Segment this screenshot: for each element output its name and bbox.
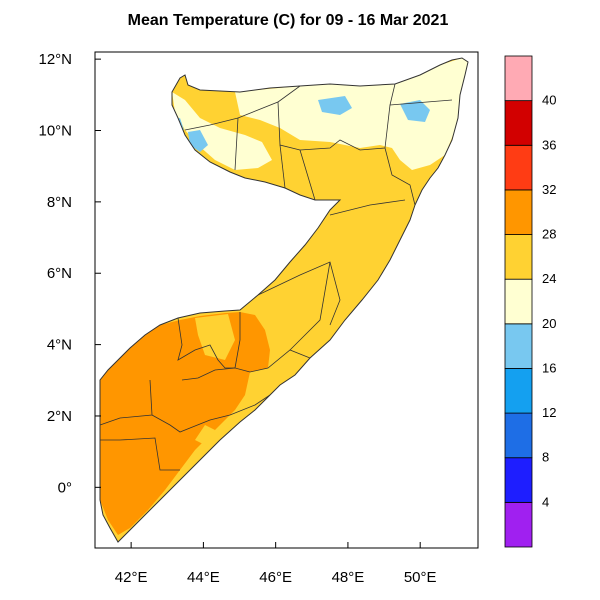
field-16-20-patch-1	[318, 96, 352, 115]
colorbar-label: 16	[542, 360, 556, 375]
x-tick-label: 48°E	[332, 569, 365, 586]
y-tick-label: 4°N	[47, 337, 72, 354]
field-20-24-northwest	[172, 92, 272, 170]
plot-frame	[94, 51, 479, 549]
colorbar-label: 8	[542, 450, 549, 465]
field-20-24-north	[235, 58, 468, 170]
colorbar-swatch	[504, 457, 533, 503]
y-tick-label: 8°N	[47, 194, 72, 211]
colorbar-label: 36	[542, 137, 556, 152]
axis-tick-marks	[95, 58, 421, 548]
colorbar-swatch	[504, 501, 533, 548]
colorbar-swatch	[504, 234, 533, 280]
colorbar-swatch	[504, 278, 533, 325]
x-tick-label: 44°E	[187, 569, 220, 586]
colorbar-label: 4	[542, 494, 549, 509]
colorbar-swatch	[504, 412, 533, 459]
colorbar-label: 32	[542, 182, 556, 197]
colorbar-swatch	[504, 189, 533, 235]
field-28-32-south	[100, 312, 270, 535]
colorbar-swatch	[504, 144, 533, 191]
colorbar-swatch	[504, 368, 533, 414]
y-tick-label: 0°	[58, 479, 72, 496]
x-tick-label: 50°E	[404, 569, 437, 586]
map-title: Mean Temperature (C) for 09 - 16 Mar 202…	[128, 12, 449, 29]
colorbar-swatch	[504, 323, 533, 369]
field-24-28-inner	[195, 314, 235, 360]
colorbar-label: 40	[542, 93, 556, 108]
field-24-28-inner-2	[195, 425, 215, 445]
x-tick-label: 42°E	[115, 569, 148, 586]
y-tick-label: 12°N	[38, 51, 72, 68]
colorbar-swatch	[504, 55, 533, 102]
temperature-field	[100, 58, 468, 542]
x-tick-label: 46°E	[259, 569, 292, 586]
axis-labels: 42°E 44°E 46°E 48°E 50°E 0° 2°N 4°N 6°N 8°N 10°N 12…	[38, 51, 436, 586]
colorbar-label: 20	[542, 316, 556, 331]
y-tick-label: 10°N	[38, 123, 72, 140]
y-tick-label: 6°N	[47, 265, 72, 282]
colorbar-label: 12	[542, 405, 556, 420]
colorbar: 4 8 12 16 20 24 28 32 36 40	[504, 55, 556, 548]
field-16-20-patch-2	[400, 100, 430, 122]
colorbar-label: 24	[542, 271, 556, 286]
admin-boundaries	[99, 83, 453, 471]
y-tick-label: 2°N	[47, 408, 72, 425]
colorbar-swatch	[504, 100, 533, 146]
colorbar-label: 28	[542, 227, 556, 242]
